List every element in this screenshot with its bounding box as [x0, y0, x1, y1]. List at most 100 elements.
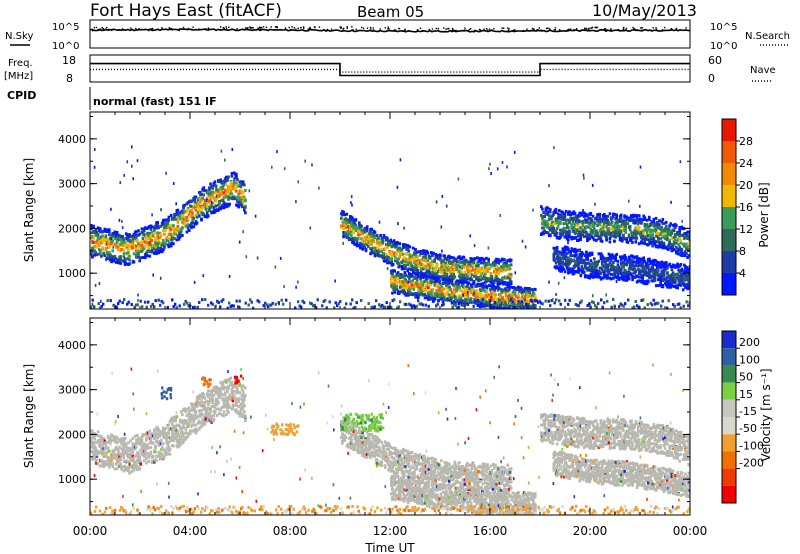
- noise-point: [485, 28, 488, 30]
- noise-point: [152, 27, 154, 30]
- power-cell: [471, 257, 475, 261]
- power-cell: [174, 232, 177, 236]
- power-cell: [156, 243, 159, 247]
- power-cell: [664, 220, 668, 224]
- power-cell: [365, 233, 369, 237]
- power-cell: [198, 208, 201, 212]
- power-cell: [657, 245, 660, 249]
- power-cell: [576, 248, 579, 252]
- noise-point: [275, 26, 277, 28]
- power-cell: [373, 236, 377, 240]
- power-cell: [90, 224, 93, 227]
- power-cell: [414, 252, 417, 256]
- power-cell: [634, 264, 638, 268]
- power-cell: [427, 275, 431, 279]
- power-cell: [181, 233, 184, 237]
- noise-point: [228, 26, 230, 28]
- power-cell: [604, 221, 607, 224]
- power-cell: [195, 221, 199, 225]
- noise-point: [99, 28, 101, 30]
- noise-point: [318, 26, 321, 28]
- power-cell: [209, 198, 212, 202]
- power-cell: [476, 302, 480, 306]
- power-cell: [600, 239, 604, 243]
- power-cell: [486, 267, 489, 271]
- power-cell: [128, 238, 131, 242]
- power-cell: [418, 293, 421, 297]
- power-cell: [448, 266, 451, 270]
- power-cell: [494, 293, 498, 297]
- power-cell: [93, 249, 96, 253]
- power-cell: [434, 267, 438, 271]
- power-cell: [135, 236, 138, 240]
- noise-point: [182, 26, 185, 29]
- noise-point: [111, 29, 113, 32]
- power-cell: [214, 197, 218, 201]
- power-cell: [244, 188, 247, 192]
- power-cell: [321, 304, 324, 308]
- power-cell: [506, 275, 510, 279]
- power-cell: [217, 203, 220, 207]
- power-cell: [240, 189, 244, 193]
- power-cell: [482, 274, 486, 278]
- noise-point: [355, 28, 357, 30]
- noise-point: [293, 27, 295, 29]
- power-cell: [404, 264, 407, 268]
- power-cell: [468, 260, 471, 264]
- power-cell: [409, 291, 412, 295]
- power-cell: [169, 213, 173, 217]
- power-cell: [469, 257, 472, 261]
- power-cell: [234, 187, 237, 191]
- power-cell: [661, 218, 665, 221]
- power-cell: [430, 279, 434, 283]
- power-cell: [661, 235, 665, 239]
- power-cell: [440, 285, 444, 289]
- power-cell: [93, 253, 96, 257]
- power-cell: [361, 247, 364, 251]
- power-cell: [422, 255, 425, 259]
- noise-point: [270, 26, 272, 28]
- noise-point: [300, 26, 302, 29]
- power-cell: [404, 243, 407, 247]
- power-cell: [369, 229, 372, 233]
- power-cell: [383, 259, 387, 263]
- power-cell: [476, 256, 479, 260]
- power-cell: [157, 226, 161, 230]
- power-cell: [118, 247, 121, 251]
- power-cell: [478, 267, 481, 271]
- power-cell: [217, 301, 220, 305]
- power-cell: [222, 183, 226, 187]
- power-cell: [460, 270, 463, 274]
- power-cell: [150, 245, 154, 249]
- noise-point: [595, 26, 597, 29]
- power-cell: [212, 203, 216, 207]
- freq-label: Freq.: [8, 58, 33, 69]
- power-cell: [679, 263, 683, 266]
- noise-point: [161, 27, 163, 29]
- power-cell: [121, 259, 125, 263]
- noise-point: [540, 29, 542, 31]
- power-cell: [387, 305, 390, 309]
- power-cell: [119, 243, 122, 247]
- power-cell: [135, 230, 138, 234]
- power-cell: [149, 227, 153, 231]
- power-cell: [354, 305, 357, 309]
- noise-point: [168, 28, 171, 30]
- power-cell: [534, 287, 537, 291]
- noise-point: [208, 29, 210, 31]
- power-cell: [406, 293, 410, 297]
- power-cell: [210, 184, 213, 188]
- power-cell: [471, 263, 475, 267]
- power-cell: [419, 288, 422, 291]
- power-cell: [104, 234, 108, 238]
- power-cell: [352, 231, 355, 235]
- power-cell: [534, 295, 537, 298]
- power-cell: [236, 178, 239, 182]
- power-cell: [190, 204, 193, 208]
- power-cell: [586, 257, 589, 261]
- power-cell: [237, 305, 240, 309]
- power-cell: [342, 227, 345, 231]
- power-cell: [235, 189, 238, 193]
- noise-point: [370, 28, 372, 30]
- power-cell: [549, 234, 552, 238]
